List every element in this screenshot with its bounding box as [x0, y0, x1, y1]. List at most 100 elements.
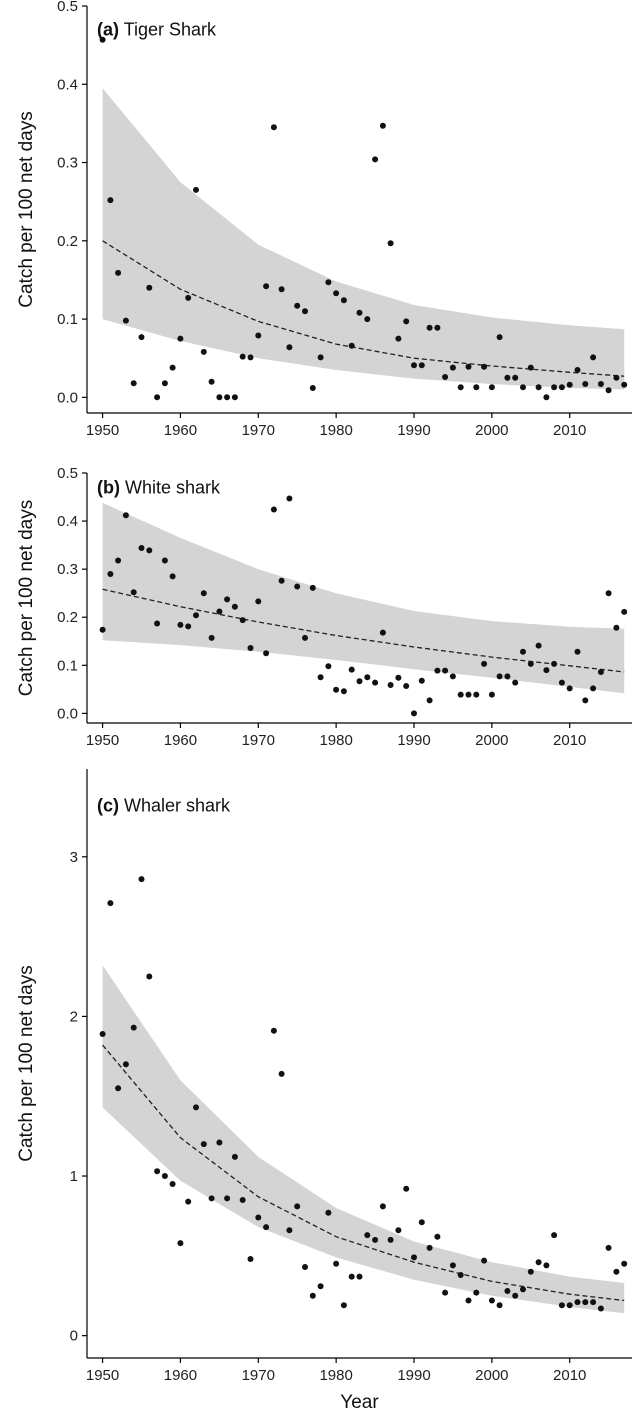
panel-title: (b) White shark — [97, 477, 221, 497]
data-point — [309, 1292, 316, 1299]
data-point — [231, 603, 238, 610]
data-point — [372, 1236, 379, 1243]
data-point — [263, 1224, 270, 1231]
data-point — [543, 394, 550, 401]
panel-letter: (b) — [97, 477, 120, 497]
x-tick-label: 1970 — [242, 732, 275, 749]
data-point — [434, 1233, 441, 1240]
data-point — [340, 297, 347, 304]
data-point — [216, 1139, 223, 1146]
data-point — [317, 674, 324, 681]
data-point — [231, 394, 238, 401]
data-point — [325, 1209, 332, 1216]
data-point — [566, 381, 573, 388]
y-tick-label: 0.2 — [57, 609, 78, 626]
data-point — [520, 384, 526, 391]
data-point — [558, 1302, 565, 1309]
data-point — [286, 1227, 293, 1234]
data-point — [418, 677, 425, 684]
data-point — [597, 381, 604, 387]
data-point — [442, 667, 449, 674]
data-point — [457, 691, 464, 698]
data-point — [520, 1286, 526, 1293]
data-point — [527, 660, 534, 667]
data-point — [239, 617, 246, 624]
data-point — [481, 363, 488, 370]
data-point — [115, 1085, 122, 1092]
x-tick-label: 1970 — [242, 422, 275, 439]
data-point — [605, 590, 612, 597]
data-point — [418, 362, 425, 369]
x-tick-label: 1960 — [164, 1367, 197, 1384]
data-point — [224, 394, 231, 401]
data-point — [247, 1256, 254, 1262]
data-point — [426, 1244, 433, 1251]
data-point — [566, 685, 573, 692]
data-point — [239, 353, 246, 360]
y-tick-label: 0.0 — [57, 705, 78, 722]
data-point — [582, 381, 589, 387]
data-point — [496, 1302, 503, 1309]
data-point — [356, 1273, 363, 1280]
data-point — [520, 648, 526, 655]
y-tick-label: 0.4 — [57, 76, 78, 93]
data-point — [566, 1302, 573, 1309]
data-point — [270, 506, 277, 513]
data-point — [200, 1141, 207, 1148]
data-point — [231, 1153, 238, 1160]
data-point — [130, 380, 137, 387]
data-point — [154, 620, 161, 627]
panel-a: 0.0 0.1 0.2 0.3 0.4 0.5 1950 1960 1970 1980 1990 20… — [16, 0, 632, 439]
data-point — [99, 36, 106, 43]
data-point — [449, 1262, 456, 1269]
data-point — [348, 1273, 355, 1280]
data-point — [247, 645, 254, 651]
data-point — [177, 621, 184, 628]
data-point — [348, 342, 355, 349]
data-point — [200, 348, 207, 355]
panel-b: 0.0 0.1 0.2 0.3 0.4 0.5 1950 1960 1970 1980 1990 20… — [16, 465, 632, 749]
data-point — [333, 1260, 340, 1267]
x-tick-label: 1970 — [242, 1367, 275, 1384]
data-point — [309, 385, 316, 391]
y-tick-label: 0.5 — [57, 0, 78, 15]
panel-letter: (c) — [97, 796, 119, 816]
data-point — [621, 381, 628, 388]
data-point — [403, 1185, 410, 1192]
data-point — [161, 1173, 168, 1179]
data-point — [177, 1240, 184, 1247]
data-point — [122, 1061, 129, 1068]
data-point — [597, 1305, 604, 1312]
data-point — [372, 679, 379, 686]
y-tick-label: 0 — [70, 1328, 78, 1345]
confidence-ribbon — [102, 88, 625, 390]
data-point — [465, 363, 472, 370]
data-point — [130, 589, 137, 596]
data-point — [473, 1289, 480, 1296]
x-tick-label: 1960 — [164, 732, 197, 749]
data-point — [325, 663, 332, 670]
x-tick-label: 1980 — [319, 1367, 352, 1384]
data-point — [449, 364, 456, 371]
data-point — [216, 394, 223, 401]
y-axis-label: Catch per 100 net days — [16, 111, 37, 307]
data-point — [340, 688, 347, 695]
data-point — [473, 691, 480, 698]
x-tick-label: 2010 — [553, 422, 586, 439]
data-point — [574, 367, 581, 373]
x-tick-label: 1950 — [86, 422, 119, 439]
data-point — [169, 573, 176, 580]
data-point — [161, 557, 168, 564]
data-point — [496, 673, 503, 680]
data-point — [387, 682, 394, 688]
data-point — [138, 334, 145, 341]
y-tick-label: 0.5 — [57, 465, 78, 482]
data-point — [270, 1027, 277, 1034]
trend-line — [102, 240, 625, 377]
y-tick-label: 0.2 — [57, 233, 78, 250]
data-point — [193, 612, 199, 619]
data-point — [551, 384, 558, 391]
data-point — [146, 547, 153, 554]
data-point — [488, 691, 495, 698]
trend-line — [102, 1044, 625, 1302]
